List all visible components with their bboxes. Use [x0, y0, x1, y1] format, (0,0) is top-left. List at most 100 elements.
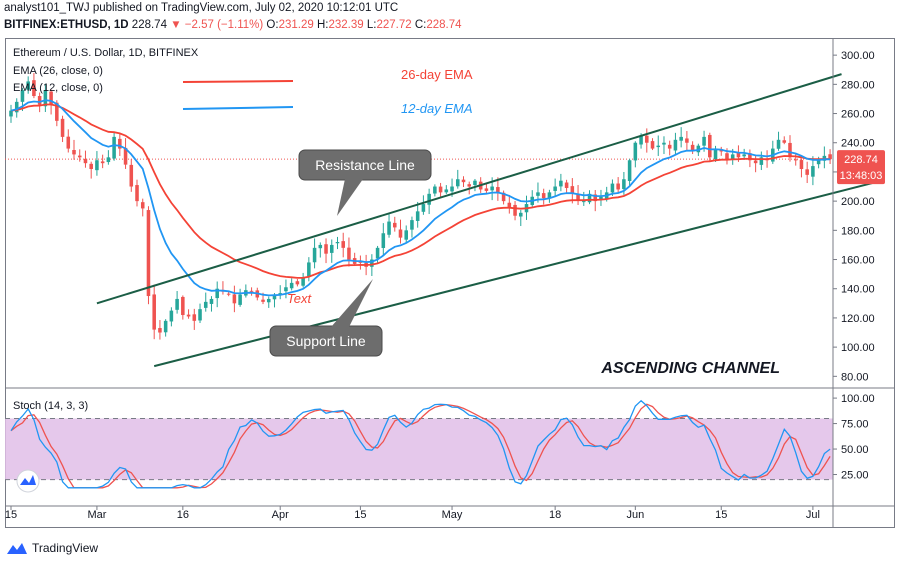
candle-body	[106, 157, 111, 163]
candle-body	[95, 160, 99, 171]
resistance-label: Resistance Line	[315, 157, 415, 173]
candle-body	[175, 298, 179, 310]
candle-body	[266, 298, 271, 303]
low-label: L:	[366, 19, 377, 31]
candle-body	[381, 233, 386, 248]
high-label: H:	[316, 19, 329, 31]
candle-body	[736, 152, 741, 158]
candle-body	[312, 247, 317, 263]
candle-body	[616, 183, 620, 190]
tradingview-footer[interactable]: TradingView	[6, 538, 98, 558]
price-tick-label: 160.00	[841, 255, 875, 267]
candle-body	[622, 179, 626, 190]
open-value: 231.29	[278, 19, 314, 31]
candle-body	[83, 158, 88, 164]
candle-body	[444, 189, 449, 193]
legend-ema12: EMA (12, close, 0)	[13, 82, 103, 94]
candle-body	[564, 182, 569, 188]
candle-body	[656, 145, 661, 148]
support-callout[interactable]: Support Line	[269, 279, 383, 357]
candle-body	[610, 183, 615, 193]
candle-body	[118, 138, 122, 149]
candle-body	[186, 314, 191, 317]
candle-body	[576, 194, 580, 200]
candle-body	[496, 187, 500, 193]
candle-body	[203, 301, 208, 308]
price-tick-label: 80.00	[841, 371, 869, 383]
candle-body	[667, 144, 672, 149]
ema26-legend-swatch	[182, 80, 294, 83]
candle-body	[811, 166, 815, 177]
last-price-badge: 228.74 13:48:03	[837, 150, 885, 185]
time-tick-label: Apr	[272, 509, 289, 521]
candle-body	[547, 192, 552, 198]
candle-body	[799, 160, 804, 170]
candle-body	[387, 221, 391, 235]
candle-body	[192, 314, 197, 321]
price-tick-label: 280.00	[841, 79, 875, 91]
price-tick-label: 260.00	[841, 109, 875, 121]
candle-body	[209, 298, 214, 304]
tradingview-brand: TradingView	[32, 541, 99, 555]
time-tick-label: Jun	[626, 509, 644, 521]
candle-body	[261, 299, 265, 302]
price-chart[interactable]: 80.00 100.00 120.00 140.00 160.00 180.00 200.0…	[5, 38, 895, 528]
chart-frame: 80.00 100.00 120.00 140.00 160.00 180.00 200.0…	[5, 38, 895, 528]
chart-header: analyst101_TWJ published on TradingView.…	[4, 0, 894, 36]
candle-body	[415, 211, 420, 221]
candle-body	[272, 294, 277, 300]
candle-body	[805, 169, 809, 175]
candle-body	[627, 160, 632, 182]
candle-body	[278, 293, 282, 295]
resistance-callout[interactable]: Resistance Line	[298, 149, 432, 216]
candle-body	[725, 153, 729, 161]
support-callout-box	[269, 325, 383, 357]
candle-body	[100, 161, 105, 164]
candle-body	[392, 222, 397, 228]
price-tick-label: 300.00	[841, 50, 875, 62]
candle-body	[37, 96, 42, 105]
resistance-line[interactable]	[96, 73, 842, 305]
candle-body	[507, 202, 512, 207]
time-tick-label: 15	[5, 509, 17, 521]
time-tick-label: 15	[354, 509, 366, 521]
candle-body	[570, 186, 575, 194]
time-tick-label: Jul	[806, 509, 820, 521]
candle-body	[742, 154, 746, 157]
candle-body	[329, 244, 334, 253]
candle-body	[341, 241, 345, 248]
candle-body	[473, 180, 477, 185]
candle-body	[467, 184, 472, 187]
candle-body	[163, 320, 168, 333]
candle-body	[135, 185, 139, 202]
candle-body	[793, 159, 798, 161]
candle-body	[639, 135, 643, 145]
candle-body	[645, 135, 649, 143]
legend-stoch: Stoch (14, 3, 3)	[13, 400, 88, 412]
candle-body	[152, 294, 156, 330]
candle-body	[484, 188, 489, 191]
time-tick-label: May	[442, 509, 463, 521]
candle-body	[89, 163, 93, 170]
candle-body	[169, 310, 174, 322]
candle-body	[112, 136, 116, 159]
low-value: 227.72	[376, 19, 412, 31]
candle-body	[490, 186, 494, 191]
candle-body	[43, 90, 48, 107]
time-tick-label: Mar	[87, 509, 106, 521]
candle-body	[633, 142, 638, 161]
price-tick-label: 100.00	[841, 342, 875, 354]
resistance-callout-pointer	[337, 179, 363, 216]
candle-body	[559, 180, 563, 187]
candle-body	[301, 277, 305, 286]
candle-body	[370, 259, 374, 267]
candle-body	[782, 140, 787, 143]
candle-body	[129, 164, 134, 187]
candle-body	[593, 194, 598, 202]
candle-body	[519, 212, 523, 217]
tradingview-logo-icon	[7, 543, 27, 554]
candle-body	[181, 296, 185, 316]
candle-body	[753, 160, 758, 164]
symbol-label: BITFINEX:ETHUSD, 1D	[4, 19, 129, 31]
candle-body	[324, 244, 328, 254]
